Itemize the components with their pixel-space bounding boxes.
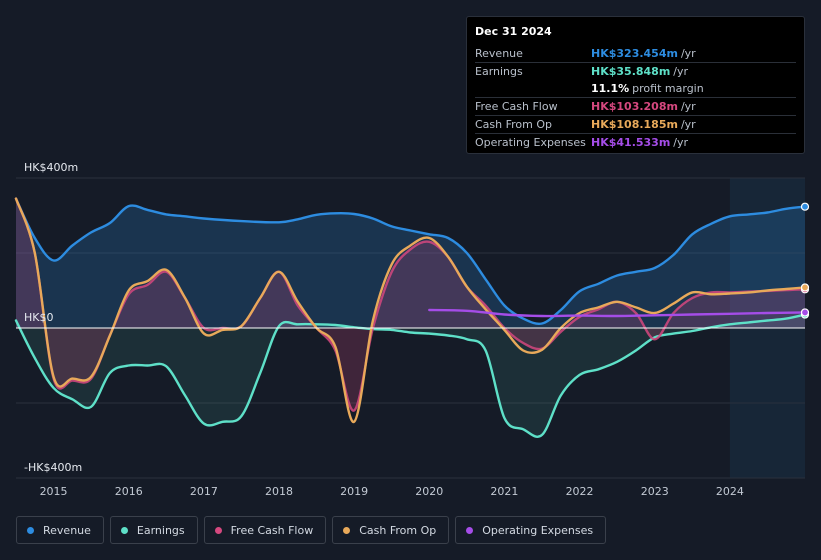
legend-item-revenue[interactable]: Revenue xyxy=(16,516,104,544)
legend-item-operating-expenses[interactable]: Operating Expenses xyxy=(455,516,607,544)
fcf-line xyxy=(14,197,807,412)
tooltip-row-revenue: Revenue HK$323.454m /yr xyxy=(475,45,796,62)
legend-item-earnings[interactable]: Earnings xyxy=(109,516,198,544)
legend-label: Cash From Op xyxy=(359,523,437,537)
tooltip-value: 11.1% xyxy=(591,82,630,95)
tooltip-row-fcf: Free Cash Flow HK$103.208m /yr xyxy=(475,97,796,115)
opex-line xyxy=(428,308,807,318)
cfo-line xyxy=(14,197,807,424)
x-tick-label: 2020 xyxy=(415,485,443,498)
tooltip-value: HK$103.208m xyxy=(591,100,678,113)
revenue-endpoint-marker xyxy=(800,202,810,211)
legend-dot-icon xyxy=(343,526,351,534)
x-tick-label: 2022 xyxy=(566,485,594,498)
legend-label: Operating Expenses xyxy=(482,523,594,537)
tooltip-label: Earnings xyxy=(475,65,523,78)
legend-dot-icon xyxy=(466,526,474,534)
legend-label: Revenue xyxy=(43,523,91,537)
x-tick-label: 2017 xyxy=(190,485,218,498)
revenue-area xyxy=(16,198,805,328)
tooltip-unit: /yr xyxy=(680,100,696,113)
tooltip: Dec 31 2024 Revenue HK$323.454m /yr Earn… xyxy=(466,16,805,154)
tooltip-row-opex: Operating Expenses HK$41.533m /yr xyxy=(475,133,796,151)
y-label-top: HK$400m xyxy=(24,161,78,174)
x-tick-label: 2019 xyxy=(340,485,368,498)
y-label-bottom: -HK$400m xyxy=(24,461,82,474)
tooltip-label: Operating Expenses xyxy=(475,136,586,149)
tooltip-unit: /yr xyxy=(680,47,696,60)
x-tick-label: 2015 xyxy=(40,485,68,498)
tooltip-value: HK$35.848m xyxy=(591,65,671,78)
x-tick-label: 2016 xyxy=(115,485,143,498)
legend-dot-icon xyxy=(27,526,34,534)
tooltip-date: Dec 31 2024 xyxy=(475,25,552,38)
x-tick-label: 2024 xyxy=(716,485,744,498)
legend-label: Free Cash Flow xyxy=(230,523,314,537)
tooltip-unit: profit margin xyxy=(632,82,704,95)
tooltip-label: Revenue xyxy=(475,47,523,60)
legend-item-free-cash-flow[interactable]: Free Cash Flow xyxy=(203,516,327,544)
cfo-endpoint-marker xyxy=(800,283,810,292)
tooltip-label: Cash From Op xyxy=(475,118,553,131)
tooltip-unit: /yr xyxy=(673,65,689,78)
legend: Revenue Earnings Free Cash Flow Cash Fro… xyxy=(16,516,607,544)
legend-label: Earnings xyxy=(136,523,185,537)
tooltip-row-earnings: Earnings HK$35.848m /yr xyxy=(475,62,796,80)
tooltip-value: HK$323.454m xyxy=(591,47,678,60)
x-tick-label: 2023 xyxy=(641,485,669,498)
legend-item-cash-from-op[interactable]: Cash From Op xyxy=(332,516,450,544)
tooltip-row-cfo: Cash From Op HK$108.185m /yr xyxy=(475,115,796,133)
tooltip-unit: /yr xyxy=(680,118,696,131)
revenue-line xyxy=(14,197,807,326)
opex-endpoint-marker xyxy=(800,308,810,317)
tooltip-unit: /yr xyxy=(673,136,689,149)
y-label-zero: HK$0 xyxy=(24,311,53,324)
tooltip-label: Free Cash Flow xyxy=(475,100,558,113)
earnings-area xyxy=(16,314,805,437)
tooltip-value: HK$41.533m xyxy=(591,136,671,149)
x-tick-label: 2018 xyxy=(265,485,293,498)
fcf-area xyxy=(16,198,805,411)
tooltip-row-profit-margin: 11.1% profit margin xyxy=(475,80,796,97)
x-tick-label: 2021 xyxy=(490,485,518,498)
tooltip-value: HK$108.185m xyxy=(591,118,678,131)
legend-dot-icon xyxy=(120,526,128,534)
earnings-line xyxy=(14,313,807,438)
legend-dot-icon xyxy=(214,526,222,534)
